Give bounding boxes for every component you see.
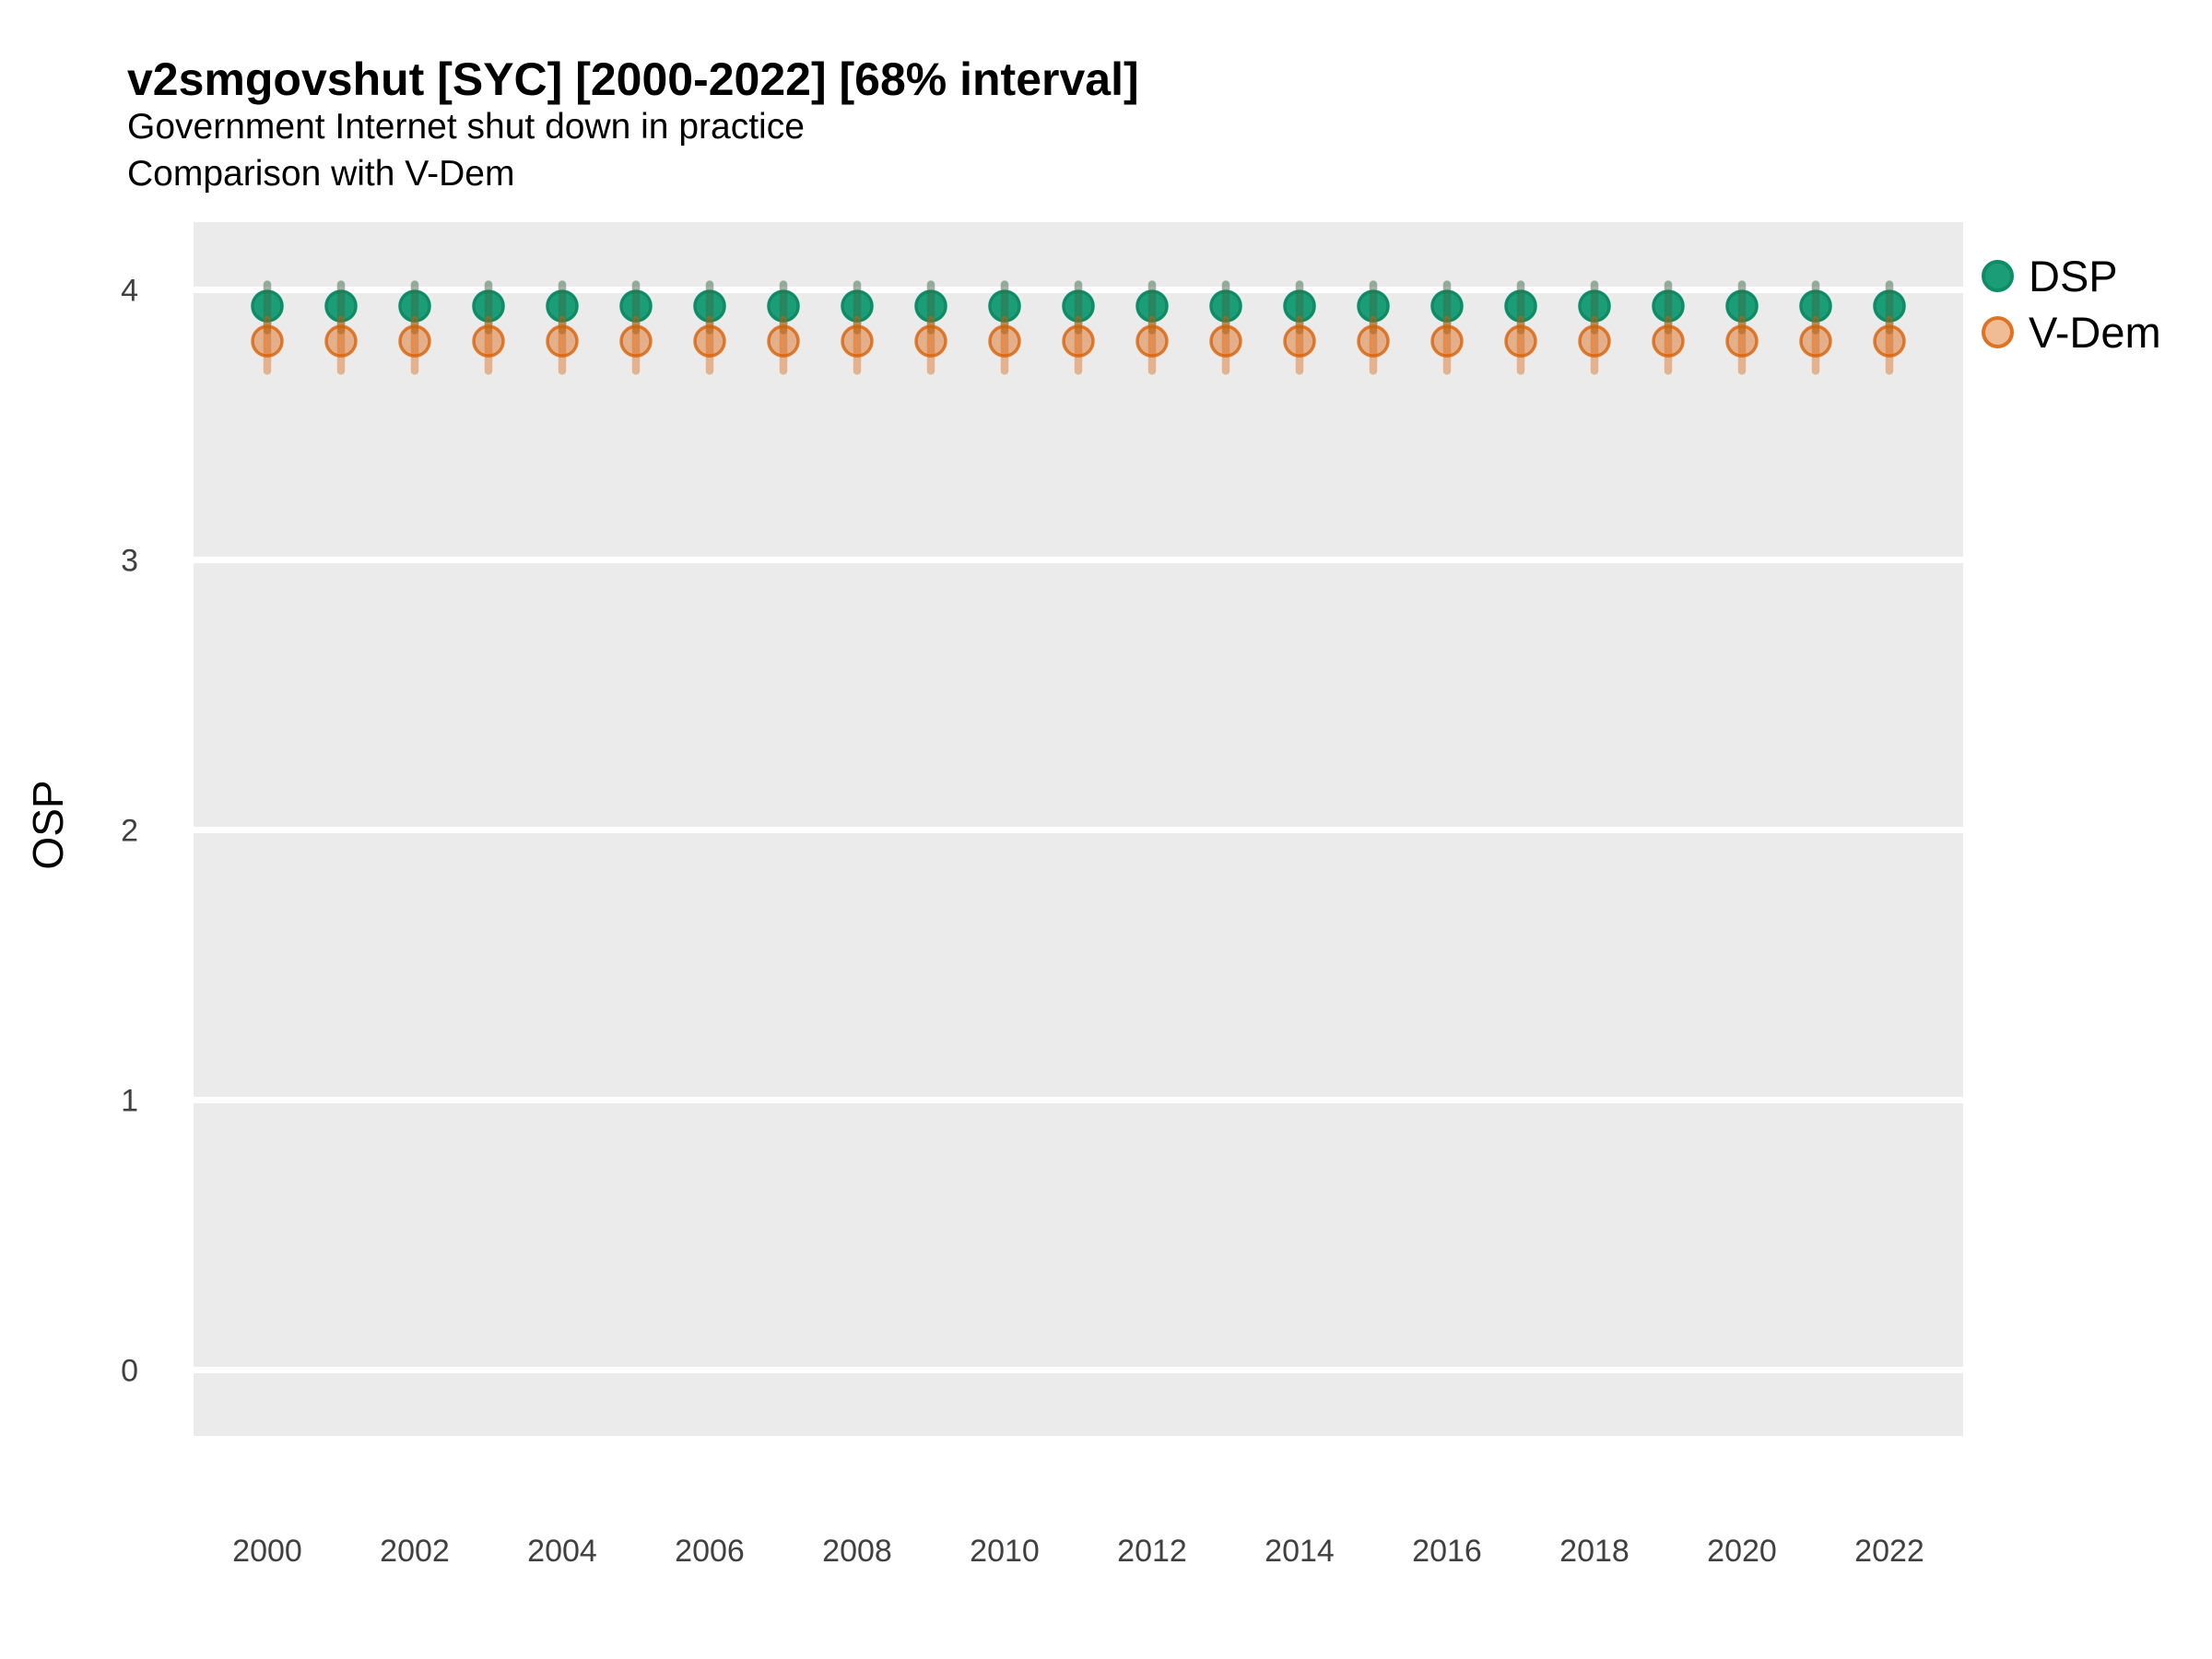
legend-item-dsp: DSP [1982, 248, 2161, 304]
vdem-point [1799, 324, 1832, 358]
vdem-point [398, 324, 431, 358]
vdem-point [1578, 324, 1611, 358]
x-tick-label: 2004 [527, 1534, 597, 1569]
vdem-point [546, 324, 579, 358]
vdem-point [1430, 324, 1464, 358]
legend: DSP V-Dem [1982, 248, 2161, 360]
vdem-point [1135, 324, 1169, 358]
vdem-point [619, 324, 653, 358]
legend-label-vdem: V-Dem [2029, 308, 2161, 357]
vdem-legend-dot-icon [1982, 316, 2014, 348]
vdem-point [1283, 324, 1316, 358]
y-tick-label: 3 [121, 544, 138, 579]
x-tick-label: 2006 [675, 1534, 745, 1569]
vdem-point [914, 324, 947, 358]
x-tick-label: 2012 [1117, 1534, 1187, 1569]
x-tick-label: 2010 [970, 1534, 1040, 1569]
x-tick-label: 2014 [1265, 1534, 1335, 1569]
y-axis-label: OSP [24, 780, 72, 870]
dsp-legend-dot-icon [1982, 260, 2014, 292]
x-tick-label: 2018 [1559, 1534, 1630, 1569]
x-tick-label: 2022 [1854, 1534, 1924, 1569]
y-tick-label: 1 [121, 1084, 138, 1119]
vdem-point [472, 324, 505, 358]
x-tick-label: 2000 [232, 1534, 302, 1569]
vdem-point [1652, 324, 1685, 358]
vdem-point [693, 324, 726, 358]
x-tick-label: 2016 [1412, 1534, 1482, 1569]
vdem-point [1504, 324, 1537, 358]
chart-title: v2smgovshut [SYC] [2000-2022] [68% inter… [127, 53, 1139, 105]
vdem-point [251, 324, 284, 358]
vdem-point [324, 324, 358, 358]
x-tick-label: 2020 [1707, 1534, 1777, 1569]
legend-label-dsp: DSP [2029, 252, 2118, 300]
x-tick-label: 2008 [822, 1534, 892, 1569]
vdem-point [988, 324, 1021, 358]
y-tick-label: 4 [121, 274, 138, 309]
vdem-point [1873, 324, 1906, 358]
y-tick-label: 2 [121, 814, 138, 849]
vdem-point [1062, 324, 1095, 358]
vdem-point [767, 324, 800, 358]
vdem-point [1357, 324, 1390, 358]
vdem-point [1209, 324, 1242, 358]
legend-item-vdem: V-Dem [1982, 304, 2161, 360]
chart-subtitle-2: Comparison with V-Dem [127, 154, 515, 194]
y-tick-label: 0 [121, 1354, 138, 1389]
vdem-point [1725, 324, 1759, 358]
vdem-point [841, 324, 874, 358]
chart-subtitle-1: Government Internet shut down in practic… [127, 107, 805, 147]
x-tick-label: 2002 [380, 1534, 450, 1569]
